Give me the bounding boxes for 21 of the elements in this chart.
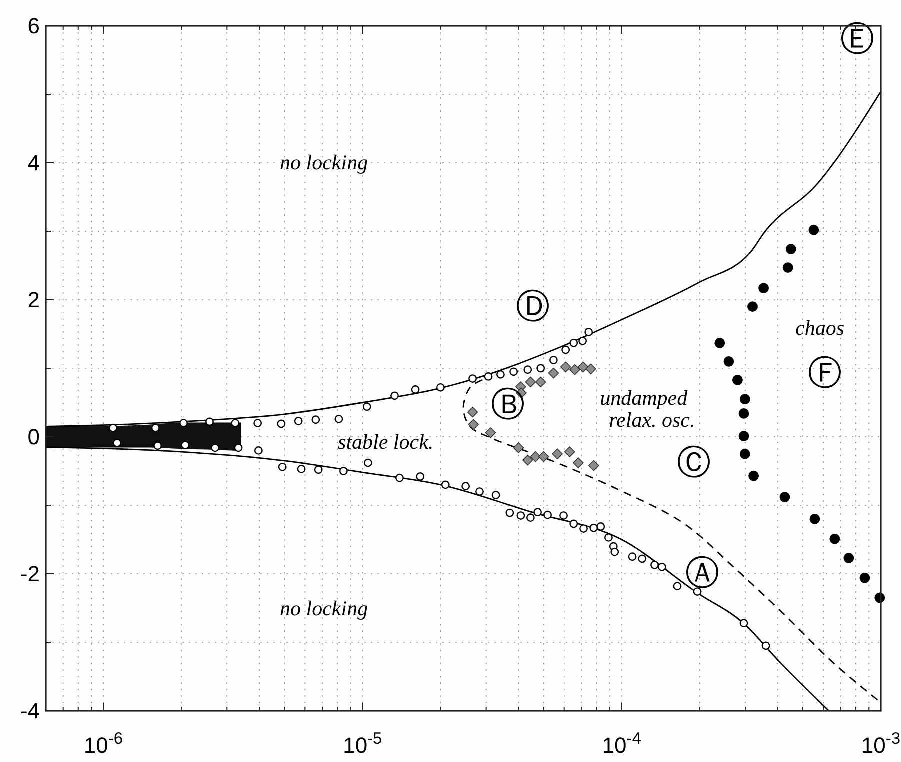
y-tick-label: -4 bbox=[20, 698, 40, 724]
annotation: Ⓑ bbox=[490, 384, 525, 425]
y-tick-label: -2 bbox=[20, 562, 40, 586]
y-tick-label: 0 bbox=[28, 424, 40, 450]
y-tick-label: 2 bbox=[28, 288, 40, 312]
x-tick-label: 10$^{-4}$ bbox=[602, 730, 642, 758]
x-tick-label: 10$^{-6}$ bbox=[84, 730, 124, 758]
annotation: undamped bbox=[600, 386, 688, 410]
annotation: Ⓓ bbox=[516, 286, 550, 327]
y-tick-label: 6 bbox=[28, 14, 40, 38]
annotation: Ⓕ bbox=[808, 353, 842, 394]
x-tick-label: 10$^{-5}$ bbox=[343, 730, 382, 758]
annotation: no locking bbox=[280, 596, 368, 620]
y-tick-label: 4 bbox=[28, 150, 40, 176]
annotation: Ⓐ bbox=[685, 553, 720, 594]
annotation: chaos bbox=[796, 316, 845, 340]
annotation: no locking bbox=[280, 150, 368, 174]
annotation: Ⓒ bbox=[676, 443, 711, 484]
annotation: Ⓔ bbox=[840, 20, 875, 60]
x-tick-label: 10$^{-3}$ bbox=[861, 730, 901, 758]
annotation: stable lock. bbox=[338, 430, 434, 454]
